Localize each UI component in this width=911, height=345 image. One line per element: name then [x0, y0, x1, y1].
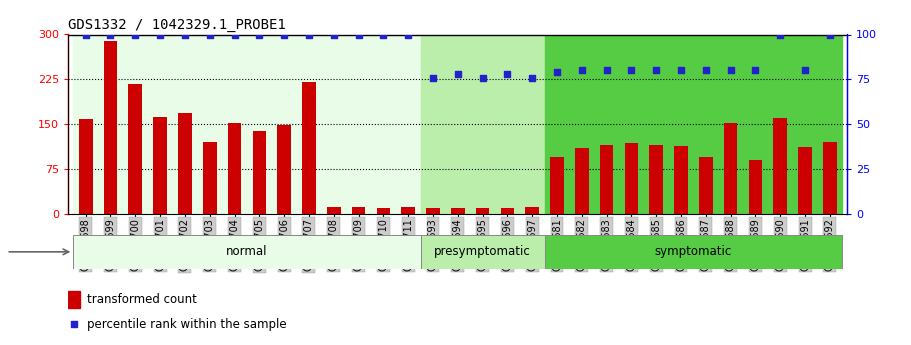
Point: [723, 68, 738, 73]
Bar: [178, 114, 191, 214]
Point: [773, 32, 787, 37]
Bar: [228, 123, 241, 214]
Point: [575, 68, 589, 73]
Bar: [327, 207, 341, 214]
Point: [500, 71, 515, 77]
Text: presymptomatic: presymptomatic: [435, 245, 531, 258]
Bar: [73, 235, 421, 269]
Point: [476, 75, 490, 80]
Point: [277, 32, 292, 37]
Bar: [699, 157, 712, 214]
Point: [823, 32, 837, 37]
Bar: [104, 41, 118, 214]
Point: [376, 32, 391, 37]
Text: transformed count: transformed count: [87, 293, 197, 306]
Point: [103, 32, 118, 37]
Bar: [798, 147, 812, 214]
Bar: [203, 142, 217, 214]
Text: GDS1332 / 1042329.1_PROBE1: GDS1332 / 1042329.1_PROBE1: [68, 18, 286, 32]
Bar: [550, 157, 564, 214]
Point: [252, 32, 267, 37]
Bar: [526, 207, 539, 214]
Point: [748, 68, 763, 73]
Point: [178, 32, 192, 37]
Point: [450, 71, 465, 77]
Bar: [476, 208, 489, 214]
Point: [599, 68, 614, 73]
Point: [699, 68, 713, 73]
Point: [624, 68, 639, 73]
Bar: [376, 208, 390, 214]
Point: [674, 68, 689, 73]
Text: normal: normal: [226, 245, 268, 258]
Bar: [599, 145, 613, 214]
Bar: [68, 291, 80, 308]
Point: [352, 32, 366, 37]
Point: [401, 32, 415, 37]
Bar: [625, 143, 639, 214]
Bar: [575, 148, 589, 214]
Bar: [252, 131, 266, 214]
Point: [649, 68, 663, 73]
Bar: [650, 145, 663, 214]
Point: [153, 32, 168, 37]
Bar: [421, 235, 545, 269]
Bar: [545, 34, 843, 214]
Bar: [421, 34, 545, 214]
Bar: [545, 235, 843, 269]
Point: [798, 68, 813, 73]
Text: percentile rank within the sample: percentile rank within the sample: [87, 317, 286, 331]
Bar: [277, 125, 291, 214]
Bar: [451, 208, 465, 214]
Bar: [724, 123, 738, 214]
Point: [549, 69, 564, 75]
Bar: [773, 118, 787, 214]
Bar: [73, 34, 421, 214]
Bar: [128, 83, 142, 214]
Point: [128, 32, 143, 37]
Point: [227, 32, 241, 37]
Text: symptomatic: symptomatic: [655, 245, 732, 258]
Bar: [674, 146, 688, 214]
Point: [202, 32, 217, 37]
Point: [302, 32, 316, 37]
Bar: [749, 160, 763, 214]
Bar: [500, 208, 514, 214]
Bar: [426, 208, 440, 214]
Bar: [352, 207, 365, 214]
Bar: [153, 117, 167, 214]
Bar: [823, 142, 836, 214]
Point: [425, 75, 440, 80]
Bar: [79, 119, 93, 214]
Bar: [302, 82, 316, 214]
Point: [78, 32, 93, 37]
Bar: [402, 207, 415, 214]
Point: [525, 75, 539, 80]
Point: [67, 321, 81, 327]
Point: [326, 32, 341, 37]
